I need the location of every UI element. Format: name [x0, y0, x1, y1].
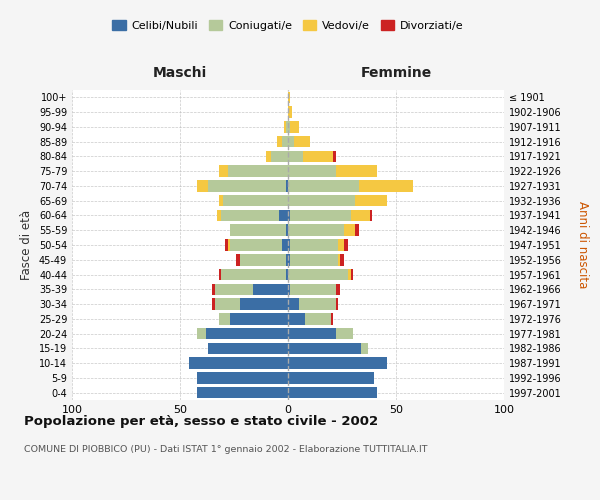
Bar [335, 166, 377, 177]
Bar [288, 269, 349, 280]
Bar [288, 150, 303, 162]
Bar [241, 298, 288, 310]
Bar [335, 284, 340, 295]
Bar [208, 342, 288, 354]
Bar [290, 284, 335, 295]
Bar [219, 166, 227, 177]
Bar [197, 180, 208, 192]
Bar [221, 210, 280, 221]
Bar [206, 328, 288, 340]
Bar [288, 166, 335, 177]
Text: Popolazione per età, sesso e stato civile - 2002: Popolazione per età, sesso e stato civil… [24, 415, 378, 428]
Y-axis label: Anni di nascita: Anni di nascita [575, 202, 589, 288]
Bar [288, 328, 335, 340]
Bar [288, 195, 355, 206]
Bar [359, 180, 413, 192]
Bar [281, 136, 288, 147]
Bar [305, 313, 331, 324]
Bar [188, 358, 288, 369]
Bar [335, 298, 338, 310]
Bar [288, 180, 359, 192]
Bar [350, 269, 353, 280]
Bar [340, 254, 344, 266]
Bar [303, 150, 334, 162]
Bar [284, 121, 286, 132]
Bar [219, 195, 223, 206]
Bar [290, 210, 350, 221]
Bar [288, 92, 290, 103]
Legend: Celibi/Nubili, Coniugati/e, Vedovi/e, Divorziati/e: Celibi/Nubili, Coniugati/e, Vedovi/e, Di… [108, 16, 468, 35]
Bar [290, 254, 338, 266]
Bar [288, 372, 374, 384]
Bar [227, 166, 288, 177]
Bar [288, 254, 290, 266]
Bar [212, 284, 215, 295]
Text: COMUNE DI PIOBBICO (PU) - Dati ISTAT 1° gennaio 2002 - Elaborazione TUTTITALIA.I: COMUNE DI PIOBBICO (PU) - Dati ISTAT 1° … [24, 445, 427, 454]
Bar [253, 284, 288, 295]
Bar [288, 342, 361, 354]
Bar [288, 210, 290, 221]
Bar [288, 358, 388, 369]
Bar [338, 239, 344, 251]
Bar [223, 195, 288, 206]
Bar [212, 298, 215, 310]
Bar [344, 239, 349, 251]
Bar [236, 254, 241, 266]
Bar [230, 239, 281, 251]
Bar [219, 313, 230, 324]
Bar [215, 284, 253, 295]
Bar [197, 328, 206, 340]
Bar [286, 121, 288, 132]
Bar [266, 150, 271, 162]
Bar [226, 239, 227, 251]
Bar [350, 210, 370, 221]
Bar [197, 387, 288, 398]
Bar [334, 150, 335, 162]
Bar [281, 239, 288, 251]
Bar [355, 195, 388, 206]
Bar [288, 313, 305, 324]
Bar [271, 150, 288, 162]
Text: Maschi: Maschi [153, 66, 207, 80]
Bar [221, 269, 286, 280]
Bar [215, 298, 241, 310]
Bar [295, 136, 310, 147]
Bar [331, 313, 334, 324]
Bar [230, 313, 288, 324]
Bar [288, 387, 377, 398]
Bar [227, 239, 230, 251]
Bar [290, 121, 299, 132]
Bar [208, 180, 286, 192]
Bar [286, 269, 288, 280]
Bar [288, 224, 344, 236]
Bar [217, 210, 221, 221]
Bar [355, 224, 359, 236]
Bar [288, 136, 295, 147]
Bar [288, 121, 290, 132]
Bar [277, 136, 281, 147]
Bar [286, 180, 288, 192]
Bar [299, 298, 335, 310]
Bar [286, 224, 288, 236]
Bar [290, 239, 338, 251]
Y-axis label: Fasce di età: Fasce di età [20, 210, 33, 280]
Bar [219, 269, 221, 280]
Bar [288, 239, 290, 251]
Bar [230, 224, 286, 236]
Bar [361, 342, 368, 354]
Bar [288, 106, 292, 118]
Bar [241, 254, 286, 266]
Bar [197, 372, 288, 384]
Bar [344, 224, 355, 236]
Bar [338, 254, 340, 266]
Bar [288, 298, 299, 310]
Bar [280, 210, 288, 221]
Text: Femmine: Femmine [361, 66, 431, 80]
Bar [288, 284, 290, 295]
Bar [349, 269, 350, 280]
Bar [370, 210, 372, 221]
Bar [335, 328, 353, 340]
Bar [286, 254, 288, 266]
